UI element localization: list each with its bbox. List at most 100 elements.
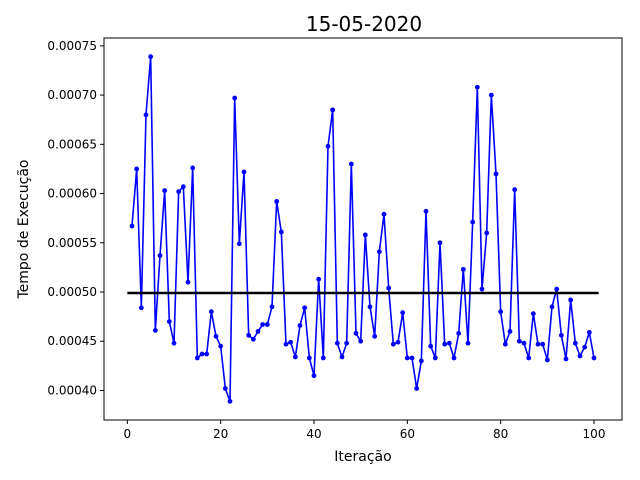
data-point (521, 340, 527, 346)
data-point (171, 340, 177, 346)
data-point (554, 286, 560, 292)
data-point (344, 340, 350, 346)
data-point (381, 211, 387, 217)
data-point (325, 143, 331, 149)
data-point (138, 305, 144, 311)
data-point (526, 355, 532, 361)
data-point (362, 232, 368, 238)
x-tick-label: 0 (124, 427, 132, 441)
plot-frame (103, 37, 623, 421)
data-point (194, 355, 200, 361)
data-point (334, 340, 340, 346)
data-point (260, 322, 266, 327)
data-point (157, 253, 163, 258)
data-point (232, 95, 238, 101)
data-point (572, 340, 578, 346)
data-point (493, 171, 499, 177)
y-tick-label: 0.00040 (47, 383, 97, 397)
data-point (446, 340, 452, 346)
data-point (372, 333, 378, 339)
data-point (437, 240, 443, 246)
data-point (414, 386, 420, 391)
data-point (512, 187, 518, 193)
data-point (409, 355, 415, 361)
data-point (152, 328, 158, 333)
data-point (404, 355, 410, 361)
data-point (180, 184, 186, 190)
chart-title: 15-05-2020 (306, 12, 422, 36)
x-axis-label: Iteração (334, 449, 391, 465)
data-point (241, 169, 247, 175)
x-tick-label: 60 (400, 427, 415, 441)
y-axis-label: Tempo de Execução (16, 159, 32, 299)
data-point (208, 309, 214, 315)
data-point (176, 189, 182, 194)
series-line (131, 55, 595, 403)
data-point (143, 112, 149, 118)
data-point (283, 341, 289, 347)
data-point (292, 354, 298, 360)
data-point (129, 223, 135, 229)
data-point (306, 355, 312, 361)
data-point (563, 356, 569, 362)
data-point (516, 338, 522, 344)
y-tick-label: 0.00075 (47, 39, 97, 53)
data-point (498, 309, 504, 315)
data-point (376, 249, 382, 255)
data-point (591, 355, 597, 361)
data-point (134, 166, 140, 172)
data-point (255, 328, 261, 334)
data-point (348, 161, 354, 167)
data-point (166, 319, 172, 324)
data-point (246, 332, 252, 338)
data-point (465, 340, 471, 346)
data-point (400, 310, 406, 316)
data-point (311, 373, 317, 379)
data-point (199, 351, 205, 357)
data-point (185, 279, 191, 285)
data-point (148, 54, 154, 60)
data-point (544, 357, 550, 363)
x-tick-label: 40 (306, 427, 321, 441)
data-point (586, 329, 592, 335)
data-point (428, 343, 434, 349)
x-tick-label: 80 (493, 427, 508, 441)
data-point (507, 328, 513, 334)
data-point (227, 398, 233, 404)
data-point (213, 333, 219, 339)
y-tick-label: 0.00050 (47, 285, 97, 299)
data-point (358, 338, 364, 344)
data-point (484, 230, 490, 236)
data-point (451, 355, 457, 361)
data-point (330, 107, 336, 113)
y-tick-label: 0.00055 (47, 236, 97, 250)
data-point (320, 355, 326, 361)
data-point (540, 341, 546, 347)
data-point (236, 241, 242, 247)
data-point (386, 285, 392, 291)
data-point (418, 358, 424, 364)
x-axis-ticks: 0 20 40 60 80 100 (124, 420, 605, 441)
data-point (549, 304, 555, 310)
data-point (423, 208, 429, 214)
data-point (395, 339, 401, 345)
data-point (218, 343, 224, 349)
data-point (582, 344, 588, 350)
data-point (316, 276, 322, 282)
y-tick-label: 0.00065 (47, 137, 97, 151)
data-point (460, 266, 466, 272)
data-point (474, 84, 480, 90)
data-point (190, 165, 196, 171)
data-point (488, 92, 494, 98)
data-point (502, 341, 508, 347)
data-point (288, 339, 294, 345)
y-tick-label: 0.00070 (47, 88, 97, 102)
y-tick-label: 0.00045 (47, 334, 97, 348)
data-point (530, 311, 536, 317)
data-point (558, 332, 564, 338)
y-tick-label: 0.00060 (47, 187, 97, 201)
data-point (250, 336, 256, 342)
data-point (339, 354, 345, 360)
